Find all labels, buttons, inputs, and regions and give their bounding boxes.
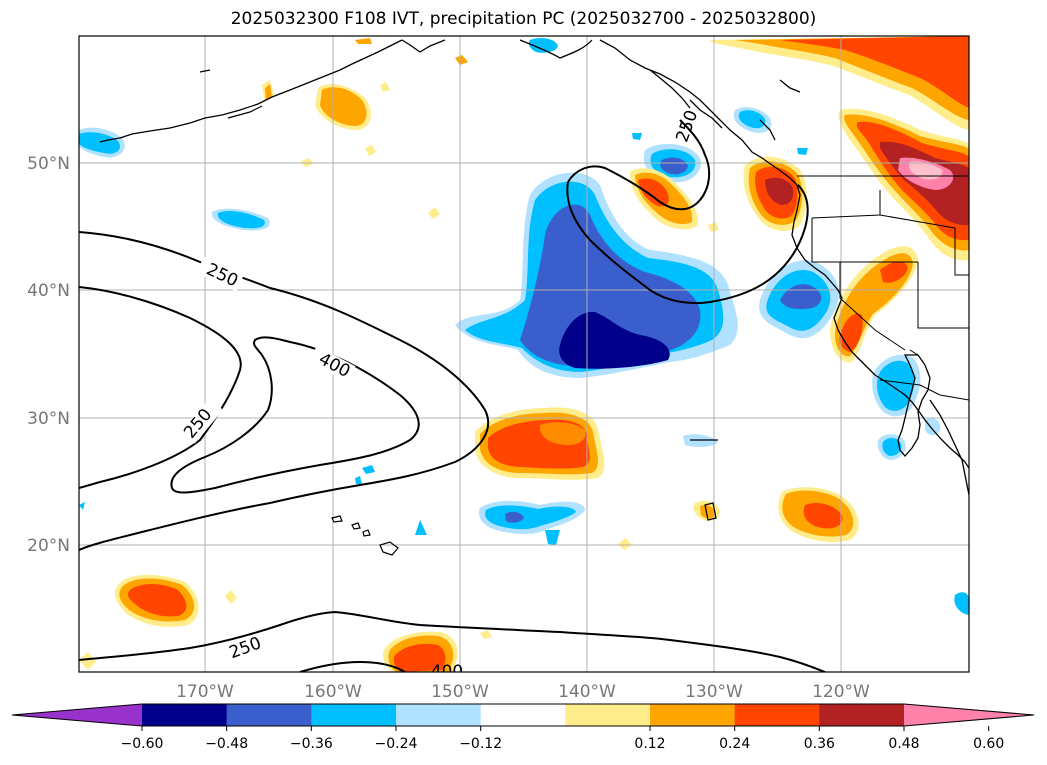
colorbar-extend-min <box>12 704 142 726</box>
colorbar-segment <box>396 704 482 726</box>
negative-anomaly-region-west <box>79 127 270 510</box>
latitude-labels: 50°N 40°N 30°N 20°N <box>27 154 70 556</box>
colorbar-tick-label: −0.24 <box>375 736 418 752</box>
colorbar-tick-label: 0.36 <box>804 736 835 752</box>
colorbar-tick-label: 0.60 <box>973 736 1004 752</box>
lon-label-150w: 150°W <box>431 682 489 702</box>
colorbar-segment <box>565 704 651 726</box>
positive-anomaly-region-subtropical <box>114 407 859 672</box>
contour-label-400-b: 400 <box>431 662 463 682</box>
colorbar-tick-label: −0.48 <box>205 736 248 752</box>
colorbar-tick-label: 0.12 <box>634 736 665 752</box>
islands <box>199 69 718 556</box>
ivt-contours <box>79 119 826 672</box>
colorbar-segment <box>650 704 736 726</box>
colorbar-segment <box>480 704 566 726</box>
positive-anomaly-region-california <box>830 246 918 363</box>
lon-label-120w: 120°W <box>812 682 870 702</box>
colorbar-tick-label: 0.48 <box>888 736 919 752</box>
lon-label-160w: 160°W <box>304 682 362 702</box>
negative-anomaly-region-baja <box>872 354 969 615</box>
colorbar-extend-max <box>904 704 1034 726</box>
colorbar-tick-label: −0.60 <box>121 736 164 752</box>
lon-label-130w: 130°W <box>685 682 743 702</box>
positive-anomaly-region-alaska <box>79 38 950 670</box>
lat-label-20n: 20°N <box>27 536 70 556</box>
colorbar: −0.60 −0.48 −0.36 −0.24 −0.12 0.12 0.24 0.36 0.4… <box>11 703 1035 752</box>
colorbar-tick-label: −0.36 <box>290 736 333 752</box>
lon-label-140w: 140°W <box>558 682 616 702</box>
colorbar-segment <box>142 704 228 726</box>
political-borders <box>797 175 969 401</box>
plot-title: 2025032300 F108 IVT, precipitation PC (2… <box>230 9 817 29</box>
lon-label-170w: 170°W <box>176 682 234 702</box>
colorbar-segment <box>734 704 820 726</box>
map-content: 250 400 250 250 400 250 <box>79 36 969 682</box>
colorbar-tick-label: 0.24 <box>719 736 750 752</box>
negative-anomaly-region-south <box>355 434 718 545</box>
graticule <box>79 36 969 672</box>
negative-anomaly-region-central <box>455 172 738 378</box>
coastlines <box>99 39 969 496</box>
map-frame <box>78 35 970 673</box>
lat-label-40n: 40°N <box>27 281 70 301</box>
colorbar-segment <box>311 704 397 726</box>
lat-label-50n: 50°N <box>27 154 70 174</box>
colorbar-tick-label: −0.12 <box>459 736 502 752</box>
positive-anomaly-region-northeast <box>710 36 969 261</box>
colorbar-segment <box>226 704 312 726</box>
longitude-labels: 170°W 160°W 150°W 140°W 130°W 120°W <box>176 682 870 702</box>
colorbar-segment <box>819 704 905 726</box>
lat-label-30n: 30°N <box>27 409 70 429</box>
